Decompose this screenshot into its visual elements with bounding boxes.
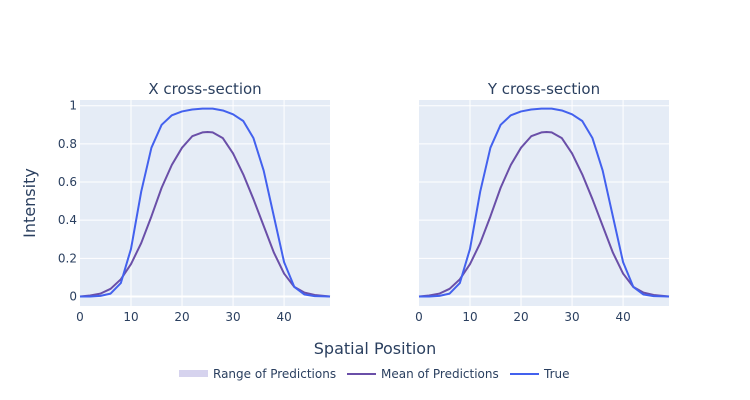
y-axis-title: Intensity	[20, 168, 39, 238]
series-line-true	[419, 107, 670, 298]
x-tick-label: 30	[564, 310, 579, 324]
y-tick-label: 0	[69, 289, 77, 303]
y-tick-label: 0.8	[58, 137, 77, 151]
y-tick-label: 0.4	[58, 213, 77, 227]
legend-label-true: True	[543, 367, 570, 381]
x-tick-label: 40	[276, 310, 291, 324]
x-tick-label: 0	[415, 310, 423, 324]
panel-title: X cross-section	[148, 80, 261, 98]
plot-area	[80, 100, 330, 306]
series-line-true	[80, 107, 331, 298]
legend: Range of Predictions Mean of Predictions T…	[179, 367, 570, 381]
y-cross-section-panel: Y cross-section 0 10 20 30 40	[415, 80, 670, 324]
x-tick-label: 0	[76, 310, 84, 324]
x-tick-label: 20	[513, 310, 528, 324]
x-tick-label: 20	[174, 310, 189, 324]
panel-title: Y cross-section	[487, 80, 600, 98]
x-tick-label: 10	[462, 310, 477, 324]
legend-label-mean-of-predictions: Mean of Predictions	[381, 367, 499, 381]
x-tick-label: 40	[615, 310, 630, 324]
y-tick-label: 1	[69, 99, 77, 113]
legend-swatch-range-of-predictions	[179, 370, 208, 377]
x-tick-label: 30	[225, 310, 240, 324]
x-axis-title: Spatial Position	[314, 339, 436, 358]
y-tick-label: 0.2	[58, 251, 77, 265]
x-cross-section-panel: X cross-section 0 10 20 30 40 0 0.2 0.4 0.6 0.8 1	[58, 80, 331, 324]
legend-label-range-of-predictions: Range of Predictions	[213, 367, 336, 381]
x-tick-label: 10	[123, 310, 138, 324]
y-tick-label: 0.6	[58, 175, 77, 189]
plot-area	[419, 100, 669, 306]
